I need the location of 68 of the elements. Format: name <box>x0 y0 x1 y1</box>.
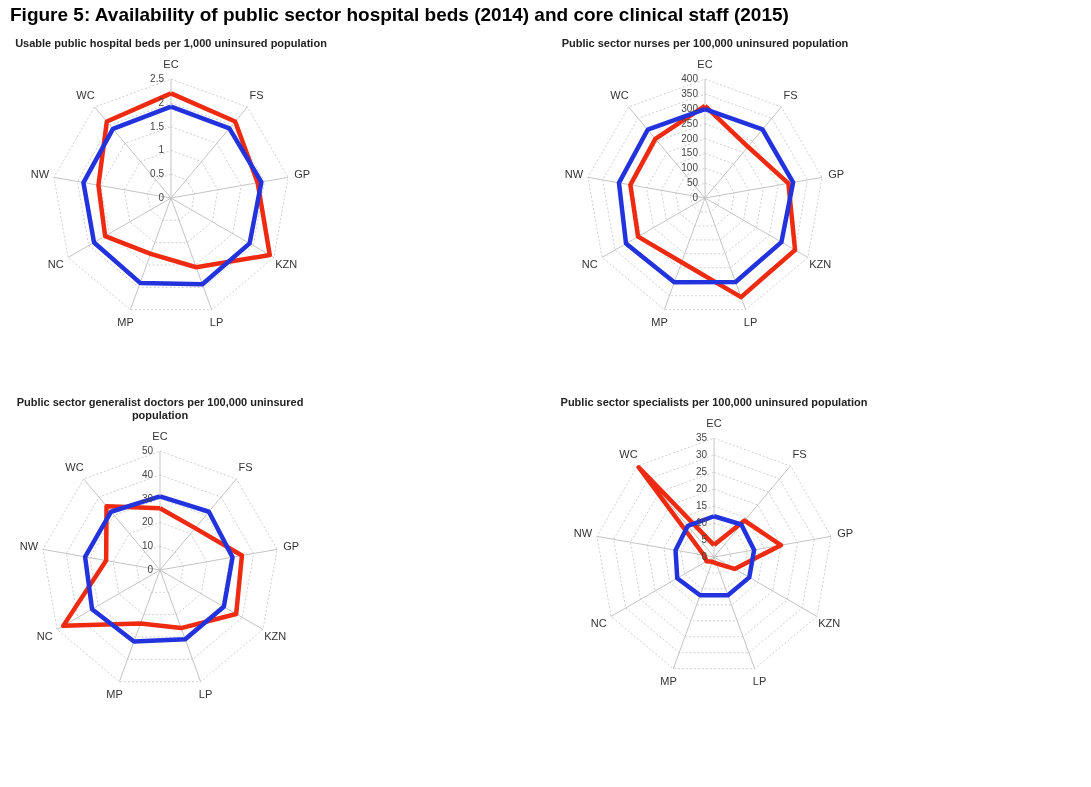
spoke-label: MP <box>660 675 677 688</box>
spoke-label: GP <box>828 167 845 180</box>
y-tick-label: 15 <box>695 500 708 512</box>
spoke-label: GP <box>837 526 854 539</box>
spoke-label: EC <box>697 57 713 70</box>
y-tick-label: 40 <box>141 468 154 480</box>
spoke-label: FS <box>783 89 798 102</box>
spoke-label: KZN <box>275 257 298 270</box>
y-tick-label: 1.5 <box>150 120 165 132</box>
spoke-label: NC <box>47 257 64 270</box>
spoke-label: GP <box>283 539 300 552</box>
spoke-label: WC <box>65 461 84 474</box>
spoke-label: EC <box>152 429 168 442</box>
y-tick-label: 300 <box>681 102 699 114</box>
y-tick-label: 0 <box>692 192 699 203</box>
y-tick-label: 400 <box>681 73 699 85</box>
spoke-label: KZN <box>264 629 287 642</box>
y-tick-label: 0 <box>158 192 165 203</box>
spoke-label: WC <box>610 89 629 102</box>
spoke-label: NW <box>564 167 584 180</box>
spoke-label: WC <box>76 89 95 102</box>
spoke-label: MP <box>106 688 123 701</box>
y-tick-label: 0 <box>701 551 708 562</box>
spoke-label: KZN <box>818 616 841 629</box>
y-tick-label: 1 <box>158 144 165 156</box>
spoke-label: NW <box>30 167 50 180</box>
chart-title: Public sector specialists per 100,000 uninsured population <box>560 396 868 408</box>
spoke-label: WC <box>619 448 638 461</box>
spoke-label: EC <box>706 416 722 429</box>
y-tick-label: 50 <box>686 177 699 189</box>
spoke-label: EC <box>163 57 179 70</box>
y-tick-label: 20 <box>695 483 708 495</box>
spoke-label: MP <box>117 316 134 329</box>
spoke-label: NC <box>590 616 607 629</box>
spoke-label: MP <box>651 316 668 329</box>
y-tick-label: 2 <box>158 96 165 108</box>
spoke-label: KZN <box>809 257 832 270</box>
y-tick-label: 0.5 <box>150 168 165 180</box>
y-tick-label: 25 <box>695 466 708 478</box>
y-tick-label: 35 <box>695 432 708 444</box>
y-tick-label: 5 <box>701 534 708 546</box>
spoke-label: FS <box>238 461 253 474</box>
spoke-label: NC <box>581 257 598 270</box>
spoke-label: FS <box>249 89 264 102</box>
y-tick-label: 250 <box>681 117 699 129</box>
spoke-label: GP <box>294 167 311 180</box>
chart-title: Usable public hospital beds per 1,000 uninsured population <box>15 37 328 49</box>
y-tick-label: 2.5 <box>150 73 165 85</box>
y-tick-label: 200 <box>681 132 699 144</box>
y-tick-label: 350 <box>681 88 699 99</box>
spoke-label: NC <box>36 629 53 642</box>
y-tick-label: 10 <box>141 540 154 552</box>
chart-title: Public sector nurses per 100,000 uninsured population <box>561 37 849 49</box>
chart-title: Public sector generalist doctors per 100,000 uninsured population <box>16 396 304 421</box>
spoke-label: LP <box>743 316 758 329</box>
spoke-label: LP <box>752 675 767 688</box>
spoke-label: LP <box>209 316 224 329</box>
y-tick-label: 50 <box>141 445 154 457</box>
spoke-label: LP <box>198 688 213 701</box>
spoke-label: FS <box>792 448 807 461</box>
spoke-label: NW <box>19 539 39 552</box>
text: Figure 5: Availability of public sector hospital beds (2014) and core clinical staff (2015) <box>9 3 790 27</box>
y-tick-label: 30 <box>695 449 708 461</box>
y-tick-label: 100 <box>681 162 699 174</box>
spoke-label: NW <box>573 526 593 539</box>
y-tick-label: 20 <box>141 516 154 528</box>
y-tick-label: 0 <box>147 564 154 575</box>
y-tick-label: 150 <box>681 147 699 159</box>
